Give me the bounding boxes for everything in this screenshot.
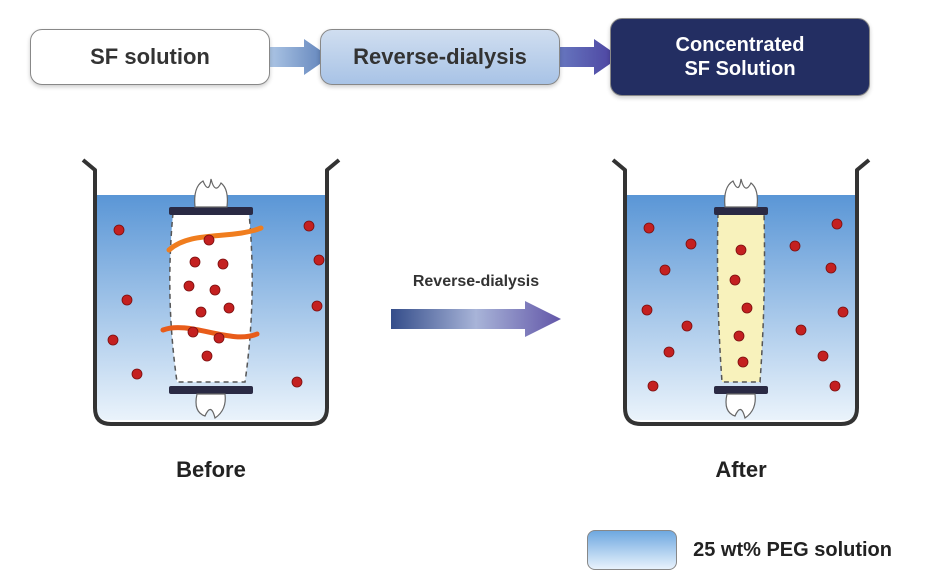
flow-box-line2: SF Solution bbox=[631, 57, 849, 81]
mid-arrow: Reverse-dialysis bbox=[391, 273, 561, 341]
legend-swatch bbox=[587, 530, 677, 570]
flow-box-sf-solution: SF solution bbox=[30, 29, 270, 85]
legend-text: 25 wt% PEG solution bbox=[693, 539, 892, 562]
beaker-after-wrap: After bbox=[591, 130, 891, 483]
flow-box-concentrated: Concentrated SF Solution bbox=[610, 18, 870, 96]
legend: 25 wt% PEG solution bbox=[587, 530, 892, 570]
flow-box-reverse-dialysis: Reverse-dialysis bbox=[320, 29, 560, 85]
flow-box-line1: Concentrated bbox=[631, 33, 849, 57]
flow-row: SF solution Reverse-dialysis Concentrate… bbox=[30, 18, 922, 96]
flow-box-label: Reverse-dialysis bbox=[353, 44, 527, 69]
beaker-after bbox=[591, 130, 891, 440]
mid-arrow-label: Reverse-dialysis bbox=[413, 273, 539, 291]
beaker-before-wrap: Before bbox=[61, 130, 361, 483]
before-label: Before bbox=[61, 457, 361, 483]
after-label: After bbox=[591, 457, 891, 483]
beaker-before bbox=[61, 130, 361, 440]
flow-box-label: SF solution bbox=[90, 44, 210, 69]
mid-arrow-icon bbox=[391, 297, 561, 341]
diagram-area: Before Reverse-dialysis After bbox=[30, 130, 922, 483]
